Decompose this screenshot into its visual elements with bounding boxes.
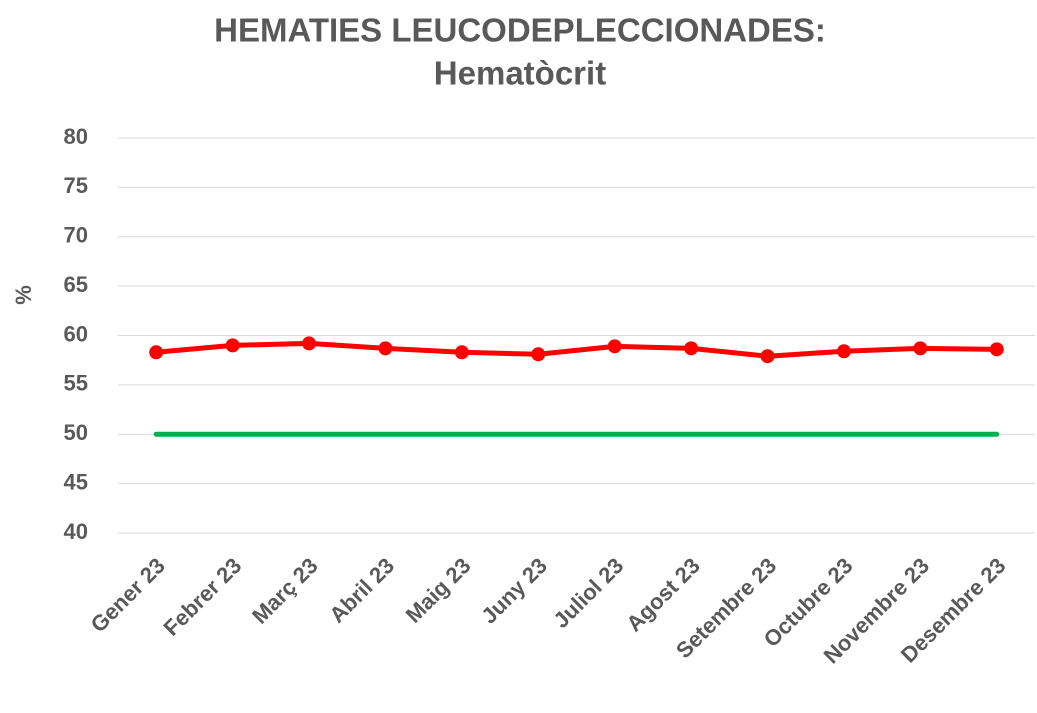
data-point bbox=[989, 342, 1004, 357]
y-tick-label: 70 bbox=[64, 223, 88, 248]
y-tick-label: 80 bbox=[64, 124, 88, 149]
y-tick-label: 50 bbox=[64, 420, 88, 445]
y-tick-label: 60 bbox=[64, 321, 88, 346]
data-point bbox=[378, 341, 393, 356]
series-line bbox=[153, 340, 1000, 359]
x-tick-label: Maig 23 bbox=[401, 553, 476, 628]
y-tick-label: 75 bbox=[64, 173, 88, 198]
y-tick-label: 40 bbox=[64, 519, 88, 544]
x-tick-label: Febrer 23 bbox=[159, 553, 247, 641]
x-tick-label: Juny 23 bbox=[476, 553, 552, 629]
data-point bbox=[149, 345, 164, 360]
x-tick-label: Març 23 bbox=[247, 553, 323, 629]
data-point bbox=[760, 349, 775, 364]
x-tick-label: Abril 23 bbox=[324, 553, 399, 628]
x-tick-label: Gener 23 bbox=[86, 553, 170, 637]
y-tick-label: 65 bbox=[64, 272, 88, 297]
data-point bbox=[836, 344, 851, 359]
y-axis-label: % bbox=[11, 285, 36, 305]
x-tick-label: Juliol 23 bbox=[548, 553, 628, 633]
data-point bbox=[454, 345, 469, 360]
data-point bbox=[302, 336, 317, 351]
y-tick-label: 45 bbox=[64, 469, 88, 494]
data-point bbox=[607, 339, 622, 354]
chart-title: HEMATIES LEUCODEPLECCIONADES: bbox=[214, 12, 826, 49]
y-tick-label: 55 bbox=[64, 371, 88, 396]
data-point bbox=[225, 338, 240, 353]
data-point bbox=[531, 347, 546, 362]
data-point bbox=[913, 341, 928, 356]
chart-subtitle: Hematòcrit bbox=[434, 55, 606, 92]
data-point bbox=[684, 341, 699, 356]
